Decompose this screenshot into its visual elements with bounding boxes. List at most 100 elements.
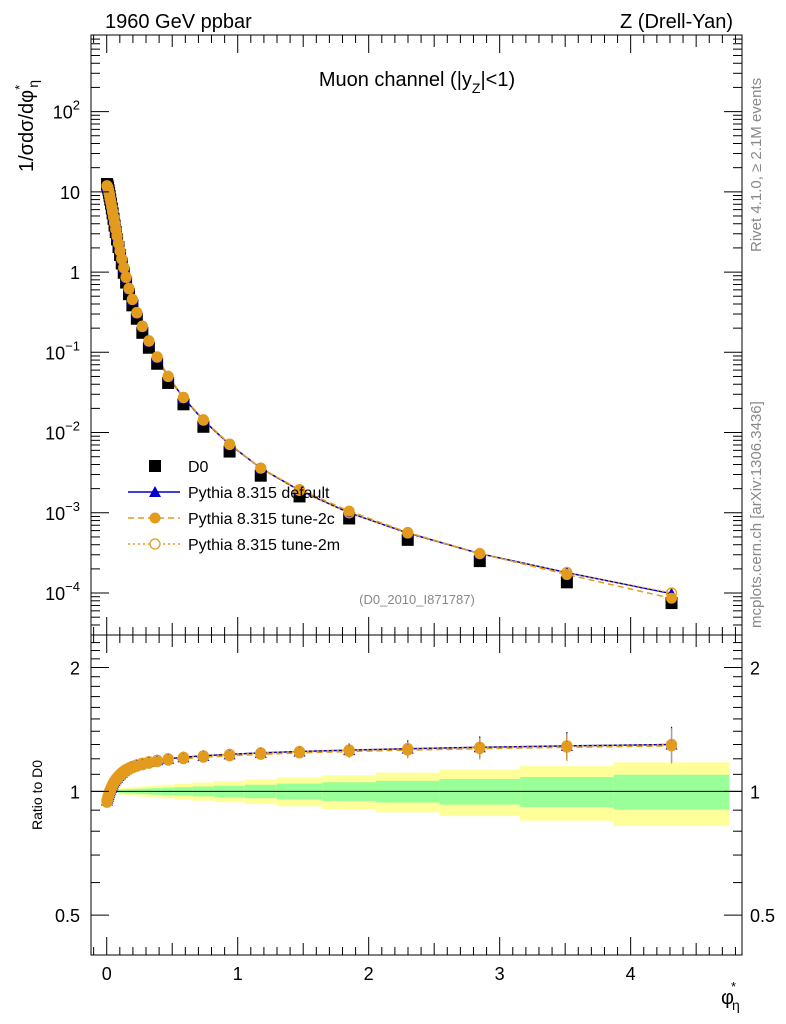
plot-title: Muon channel (|yZ|<1) <box>319 69 515 96</box>
tune-2m-series-point <box>665 587 678 599</box>
ratio-tune-2m-point <box>131 759 143 771</box>
y-axis-label-ratio: Ratio to D0 <box>29 760 45 830</box>
main-y-tick-labels: 10−4 10−3 10−2 10−1 1 10 102 <box>45 98 80 604</box>
rivet-version-label: Rivet 4.1.0, ≥ 2.1M events <box>748 78 765 252</box>
tune-2m-series-point <box>343 507 355 519</box>
tune-2c-series-point <box>162 370 174 382</box>
tune-2m-series-point <box>197 414 210 426</box>
main-axis-ticks <box>91 34 742 636</box>
tune-2m-series-point <box>106 206 119 218</box>
tune-2m-series-point <box>111 230 123 242</box>
tune-2c-series-point <box>255 462 267 474</box>
ratio-tune-2m-point <box>293 745 306 758</box>
tune-2c-series-point <box>131 306 143 318</box>
tune-2c-series-point <box>402 526 414 538</box>
tune-2m-series-point <box>136 320 148 333</box>
legend-d0-label: D0 <box>188 459 209 476</box>
ratio-tune-2m-point <box>143 756 155 768</box>
tune-2m-series-point <box>108 217 121 229</box>
ratio-series-points <box>100 726 678 808</box>
tune-2m-series-point <box>110 223 122 236</box>
y-axis-label-main: 1/σdσ/dφ*η <box>12 80 41 172</box>
ratio-tune-2m-point <box>402 743 414 755</box>
tune-2c-series-point <box>474 548 486 560</box>
legend-tune-2m-label: Pythia 8.315 tune-2m <box>188 537 340 554</box>
tune-2m-series-point <box>123 283 135 295</box>
tune-2c-series-point <box>136 320 148 332</box>
mcplots-reference-label: mcplots.cern.ch [arXiv:1306.3436] <box>748 401 765 628</box>
ratio-tune-2m-point <box>223 748 236 761</box>
tune-2m-series-point <box>114 245 126 257</box>
main-series-points <box>100 178 678 610</box>
x-tick-label: 4 <box>626 964 636 984</box>
legend-tune-2m-marker <box>149 538 161 550</box>
legend-default-marker <box>149 486 161 497</box>
d0-data-point <box>560 576 573 589</box>
y-tick-label-main: 10−4 <box>45 579 80 604</box>
tune-2c-series-point <box>143 335 155 347</box>
tune-2m-series-point <box>126 293 139 306</box>
legend: D0 Pythia 8.315 default Pythia 8.315 tune-… <box>128 459 340 554</box>
y-tick-label-ratio-left: 0.5 <box>55 906 80 926</box>
ratio-band-inner <box>520 777 614 807</box>
tune-2m-series-point <box>474 547 486 560</box>
y-tick-label-main: 10 <box>60 183 80 203</box>
y-tick-label-ratio-left: 1 <box>70 782 80 802</box>
tune-2c-series-point <box>126 293 138 305</box>
ratio-tune-2m-point <box>665 738 678 751</box>
y-tick-label-main: 10−2 <box>45 419 80 444</box>
tune-2m-series-point <box>143 335 155 347</box>
y-tick-label-ratio-left: 2 <box>70 659 80 679</box>
legend-default-label: Pythia 8.315 default <box>188 485 330 502</box>
ratio-tune-2m-point <box>474 741 486 753</box>
ratio-tune-2m-point <box>162 753 174 765</box>
ratio-tune-2m-point <box>177 751 190 763</box>
y-tick-label-ratio-right: 2 <box>750 659 760 679</box>
tune-2m-series-point <box>177 392 190 404</box>
y-tick-label-main: 10−3 <box>45 499 80 524</box>
ratio-band-inner <box>613 774 730 810</box>
x-axis-label: φ* η <box>721 979 740 1013</box>
tune-2m-series-point <box>107 211 120 223</box>
ratio-panel: 0.5 0.5 1 1 2 2 Ratio to D0 <box>29 634 775 956</box>
tune-2c-series-point <box>120 271 132 283</box>
ratio-plot-frame <box>90 634 743 956</box>
ratio-tune-2m-point <box>197 750 210 762</box>
default-series-line <box>106 185 672 595</box>
y-tick-label-main: 10−1 <box>45 338 80 363</box>
y-tick-label-ratio-right: 1 <box>750 782 760 802</box>
y-tick-label-main: 102 <box>53 98 80 123</box>
x-tick-label: 2 <box>364 964 374 984</box>
x-tick-label: 1 <box>233 964 243 984</box>
ratio-axis-ticks <box>91 635 742 956</box>
legend-tune-2c-label: Pythia 8.315 tune-2c <box>188 511 335 528</box>
legend-tune-2c-marker <box>149 512 161 524</box>
ratio-tune-2m-point <box>136 757 148 769</box>
ratio-tune-2m-point <box>561 740 573 752</box>
tune-2c-series-point <box>123 282 135 294</box>
header-process-label: Z (Drell-Yan) <box>620 11 733 33</box>
tune-2m-series-point <box>162 370 174 383</box>
main-panel: 10−4 10−3 10−2 10−1 1 10 102 Muon channel (|yZ… <box>12 34 743 636</box>
x-tick-labels: 0 1 2 3 4 <box>102 964 636 984</box>
tune-2m-series-point <box>402 527 414 539</box>
x-tick-label: 0 <box>102 964 112 984</box>
tune-2m-series-point <box>223 438 236 451</box>
ratio-tune-2m-point <box>151 754 163 766</box>
tune-2m-series-point <box>255 462 267 474</box>
tune-2m-series-point <box>120 271 132 283</box>
tune-2m-series-point <box>151 351 163 363</box>
ratio-tune-2m-point <box>343 744 355 756</box>
d0-data-point <box>126 299 139 312</box>
tune-2m-series-point <box>561 566 573 579</box>
tune-2c-series-point <box>151 351 163 363</box>
x-tick-label: 3 <box>495 964 505 984</box>
tune-2c-series-point <box>197 414 209 426</box>
y-tick-label-main: 1 <box>70 263 80 283</box>
ratio-tune-2m-point <box>255 747 267 759</box>
ratio-uncertainty-bands <box>91 762 742 827</box>
tune-2m-series-point <box>293 484 306 497</box>
tune-2c-series-point <box>224 438 236 450</box>
y-tick-label-ratio-right: 0.5 <box>750 906 775 926</box>
